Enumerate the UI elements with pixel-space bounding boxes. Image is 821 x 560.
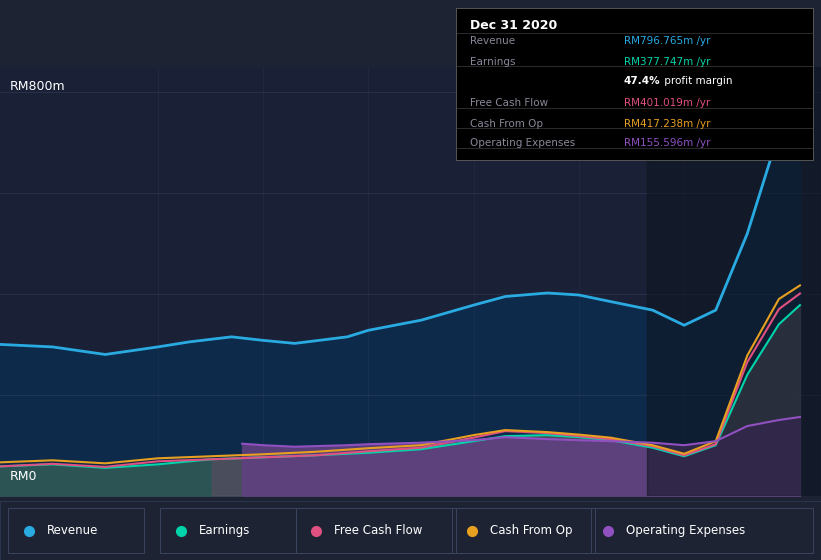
Text: Operating Expenses: Operating Expenses bbox=[470, 138, 576, 148]
Text: RM155.596m /yr: RM155.596m /yr bbox=[623, 138, 710, 148]
Text: RM0: RM0 bbox=[10, 470, 37, 483]
Text: Earnings: Earnings bbox=[470, 57, 516, 67]
Text: RM800m: RM800m bbox=[10, 80, 66, 93]
Text: RM401.019m /yr: RM401.019m /yr bbox=[623, 97, 710, 108]
Text: profit margin: profit margin bbox=[661, 77, 732, 86]
Text: RM377.747m /yr: RM377.747m /yr bbox=[623, 57, 710, 67]
Text: Cash From Op: Cash From Op bbox=[490, 524, 572, 537]
Text: RM417.238m /yr: RM417.238m /yr bbox=[623, 119, 710, 129]
Text: 47.4%: 47.4% bbox=[623, 77, 660, 86]
Text: Revenue: Revenue bbox=[47, 524, 99, 537]
Text: Revenue: Revenue bbox=[470, 36, 515, 45]
Text: Cash From Op: Cash From Op bbox=[470, 119, 543, 129]
Bar bbox=[647, 67, 821, 496]
Bar bbox=[296, 508, 456, 553]
Text: Free Cash Flow: Free Cash Flow bbox=[334, 524, 423, 537]
Text: Earnings: Earnings bbox=[199, 524, 250, 537]
Text: Dec 31 2020: Dec 31 2020 bbox=[470, 19, 557, 32]
Bar bbox=[452, 508, 595, 553]
Text: Free Cash Flow: Free Cash Flow bbox=[470, 97, 548, 108]
Bar bbox=[8, 508, 144, 553]
Text: Operating Expenses: Operating Expenses bbox=[626, 524, 745, 537]
Bar bbox=[591, 508, 813, 553]
Text: RM796.765m /yr: RM796.765m /yr bbox=[623, 36, 710, 45]
Bar bbox=[160, 508, 296, 553]
